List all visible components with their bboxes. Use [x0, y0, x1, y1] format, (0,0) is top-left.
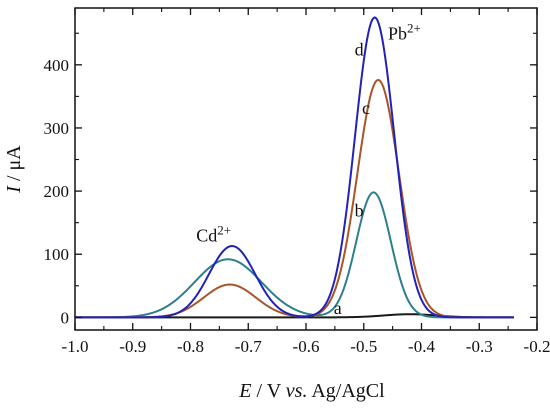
x-tick-label: -0.7 [235, 337, 262, 356]
y-tick-label: 200 [44, 182, 70, 201]
series-b-line [75, 191, 514, 319]
y-axis-title: I / μA [3, 145, 25, 194]
series-d-label: d [355, 39, 364, 59]
x-tick-label: -0.4 [408, 337, 435, 356]
x-tick-label: -0.6 [293, 337, 320, 356]
x-tick-label: -1.0 [62, 337, 89, 356]
series-c-label: c [362, 98, 370, 118]
x-tick-label: -0.2 [524, 337, 550, 356]
series-c-line [75, 78, 514, 319]
x-tick-label: -0.5 [350, 337, 377, 356]
plot-frame [74, 7, 538, 331]
y-tick-label: 400 [44, 56, 70, 75]
series-d-line [75, 16, 514, 319]
curves [75, 16, 514, 319]
axes: -1.0 -0.9 -0.8 -0.7 -0.6 -0.5 -0.4 -0.3 -0.2 0 100… [44, 8, 550, 356]
y-tick-label: 300 [44, 119, 70, 138]
cd-annotation: Cd2+ [196, 223, 231, 246]
x-axis-title: E / V vs. Ag/AgCl [238, 380, 385, 402]
series-b-label: b [355, 200, 364, 220]
x-tick-label: -0.8 [177, 337, 204, 356]
y-tick-label: 100 [44, 245, 70, 264]
x-tick-label: -0.3 [466, 337, 493, 356]
pb-annotation: Pb2+ [388, 21, 421, 44]
series-a-label: a [334, 298, 342, 318]
x-tick-label: -0.9 [119, 337, 146, 356]
labels: a b c d Cd2+ Pb2+ [196, 21, 421, 319]
y-tick-label: 0 [61, 308, 70, 327]
